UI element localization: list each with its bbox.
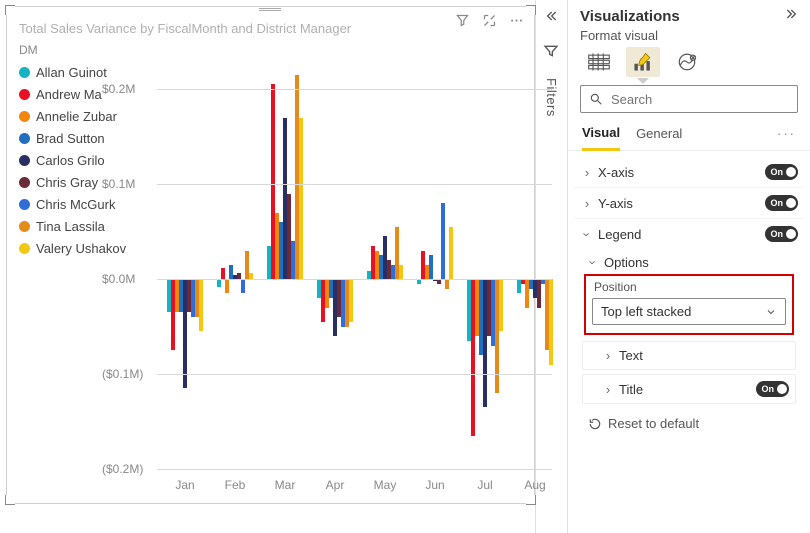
legend-item[interactable]: Tina Lassila [19, 215, 126, 237]
panel-subtitle: Format visual [568, 28, 810, 43]
tab-general[interactable]: General [636, 120, 682, 149]
legend-item[interactable]: Carlos Grilo [19, 149, 126, 171]
filters-icon[interactable] [543, 43, 559, 64]
legend-swatch [19, 133, 30, 144]
bar[interactable] [449, 227, 453, 279]
tab-more[interactable]: ··· [777, 120, 796, 149]
prop-y-axis[interactable]: ›Y-axis On [574, 188, 804, 219]
y-tick-label: $0.0M [102, 272, 135, 286]
y-tick-label: $0.2M [102, 82, 135, 96]
legend-label: Annelie Zubar [36, 109, 117, 124]
legend-item[interactable]: Chris McGurk [19, 193, 126, 215]
x-tick-label: Apr [326, 478, 345, 492]
legend-item[interactable]: Valery Ushakov [19, 237, 126, 259]
legend-label: Brad Sutton [36, 131, 105, 146]
prop-title[interactable]: ›Title On [583, 375, 795, 403]
legend-label: Tina Lassila [36, 219, 105, 234]
bar[interactable] [399, 265, 403, 279]
focus-mode-icon[interactable] [482, 13, 497, 33]
search-icon [589, 92, 603, 106]
bar[interactable] [299, 118, 303, 280]
chart-title: Total Sales Variance by FiscalMonth and … [19, 21, 351, 36]
bar[interactable] [499, 279, 503, 331]
legend-item[interactable]: Annelie Zubar [19, 105, 126, 127]
build-visual-button[interactable] [582, 47, 616, 77]
toggle-xaxis[interactable]: On [765, 164, 799, 180]
filter-icon[interactable] [455, 13, 470, 33]
prop-options[interactable]: › Options [574, 249, 804, 272]
bar[interactable] [445, 279, 449, 289]
toggle-yaxis[interactable]: On [765, 195, 799, 211]
visualizations-panel: Visualizations Format visual [567, 0, 810, 533]
toggle-legend[interactable]: On [765, 226, 799, 242]
legend-title: DM [19, 43, 126, 57]
prop-legend[interactable]: ›Legend On [574, 219, 804, 249]
legend-item[interactable]: Allan Guinot [19, 61, 126, 83]
legend-label: Chris McGurk [36, 197, 115, 212]
analytics-button[interactable] [670, 47, 704, 77]
chevron-right-icon: › [582, 165, 592, 180]
legend-swatch [19, 177, 30, 188]
legend-label: Chris Gray [36, 175, 98, 190]
legend-swatch [19, 155, 30, 166]
bar[interactable] [217, 279, 221, 287]
legend-swatch [19, 89, 30, 100]
y-tick-label: ($0.2M) [102, 462, 143, 476]
prop-text[interactable]: ›Text [583, 342, 795, 369]
bar[interactable] [441, 203, 445, 279]
tab-visual[interactable]: Visual [582, 119, 620, 151]
position-label: Position [594, 280, 786, 294]
bar[interactable] [225, 279, 229, 293]
reset-icon [588, 417, 602, 431]
x-tick-label: Feb [225, 478, 246, 492]
position-value: Top left stacked [601, 304, 691, 319]
x-tick-label: Jan [175, 478, 194, 492]
x-tick-label: May [374, 478, 397, 492]
x-tick-label: Mar [275, 478, 296, 492]
search-field[interactable] [609, 91, 789, 108]
chevron-down-icon: › [586, 258, 601, 268]
bar[interactable] [429, 255, 433, 279]
highlighted-region: Position Top left stacked [584, 274, 794, 335]
position-dropdown[interactable]: Top left stacked [592, 298, 786, 325]
prop-x-axis[interactable]: ›X-axis On [574, 157, 804, 188]
bar[interactable] [349, 279, 353, 322]
y-tick-label: ($0.1M) [102, 367, 143, 381]
chevron-down-icon: › [580, 229, 595, 239]
chart-legend: DM Allan Guinot Andrew Ma Annelie Zubar Bra… [19, 43, 126, 259]
legend-item[interactable]: Brad Sutton [19, 127, 126, 149]
expand-left-icon[interactable] [543, 8, 559, 29]
chevron-right-icon: › [603, 348, 613, 363]
search-input[interactable] [580, 85, 798, 113]
panel-title: Visualizations [580, 8, 680, 25]
legend-swatch [19, 67, 30, 78]
legend-swatch [19, 111, 30, 122]
chevron-right-icon: › [582, 196, 592, 211]
chevron-right-icon: › [603, 382, 613, 397]
legend-swatch [19, 221, 30, 232]
y-tick-label: $0.1M [102, 177, 135, 191]
legend-swatch [19, 199, 30, 210]
x-tick-label: Jul [477, 478, 492, 492]
bar[interactable] [241, 279, 245, 293]
more-options-icon[interactable] [509, 13, 524, 33]
collapse-panel-icon[interactable] [784, 6, 800, 26]
legend-swatch [19, 243, 30, 254]
reset-to-default[interactable]: Reset to default [574, 408, 804, 439]
toggle-title[interactable]: On [756, 381, 790, 397]
legend-label: Andrew Ma [36, 87, 102, 102]
legend-label: Allan Guinot [36, 65, 107, 80]
x-tick-label: Aug [524, 478, 545, 492]
bar[interactable] [199, 279, 203, 331]
chart-visual[interactable]: Total Sales Variance by FiscalMonth and … [6, 6, 535, 504]
x-tick-label: Jun [425, 478, 444, 492]
legend-label: Valery Ushakov [36, 241, 126, 256]
chart-plot-area: $0.2M$0.1M$0.0M($0.1M)($0.2M)JanFebMarAp… [157, 69, 552, 489]
legend-label: Carlos Grilo [36, 153, 105, 168]
chevron-down-icon [765, 306, 777, 318]
bar[interactable] [221, 268, 225, 279]
format-visual-button[interactable] [626, 47, 660, 77]
bar[interactable] [549, 279, 553, 365]
drag-handle[interactable] [259, 8, 281, 13]
